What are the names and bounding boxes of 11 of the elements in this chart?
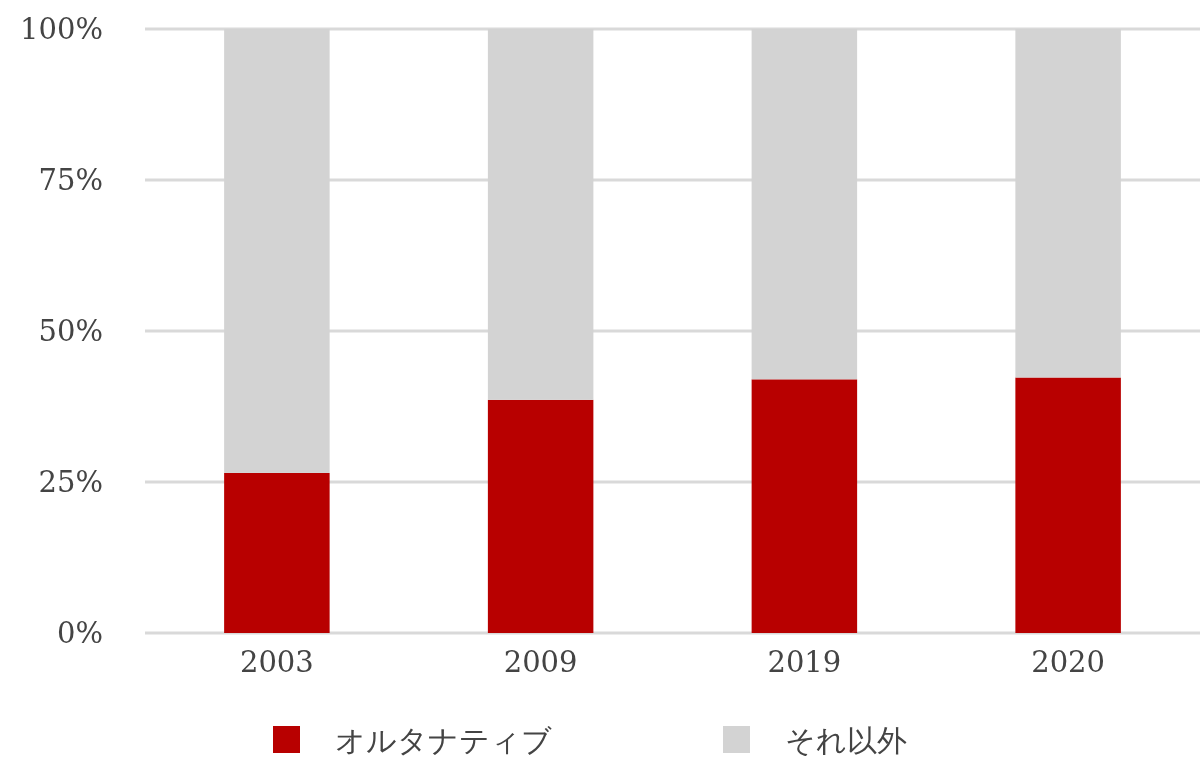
y-tick-label: 0% — [56, 616, 103, 650]
y-tick-label: 100% — [20, 12, 103, 46]
legend-label: それ以外 — [785, 723, 907, 758]
x-tick-label: 2020 — [1031, 645, 1106, 679]
y-tick-label: 75% — [38, 163, 103, 197]
x-tick-label: 2009 — [503, 645, 578, 679]
y-tick-label: 25% — [38, 465, 103, 499]
legend-label: オルタナティブ — [335, 723, 552, 758]
y-tick-label: 50% — [38, 314, 103, 348]
x-tick-label: 2003 — [239, 645, 314, 679]
x-tick-label: 2019 — [767, 645, 842, 679]
